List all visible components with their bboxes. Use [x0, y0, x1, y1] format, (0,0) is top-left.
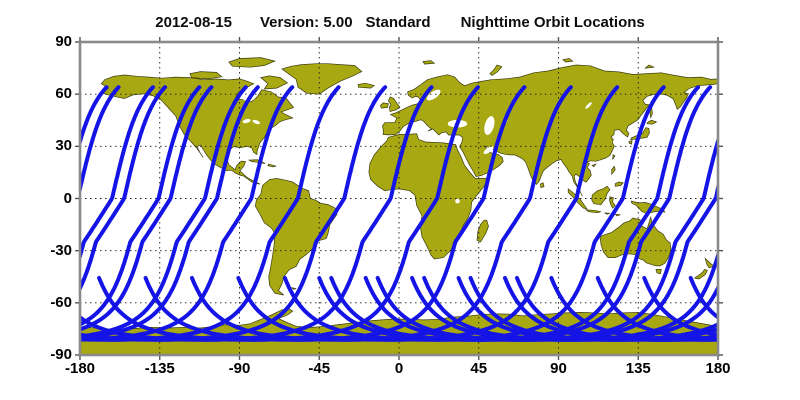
landmass	[611, 165, 616, 176]
landmass	[357, 82, 376, 89]
x-tick-label: -90	[228, 360, 251, 377]
landmass	[476, 219, 489, 243]
sea	[585, 102, 592, 109]
x-tick-label: 0	[394, 360, 404, 377]
orbit-track	[80, 85, 155, 263]
sea	[455, 198, 460, 204]
orbit-track	[80, 85, 214, 332]
orbit-track	[190, 85, 573, 342]
landmass	[693, 268, 708, 280]
title-date: 2012-08-15	[155, 14, 232, 31]
landmass	[388, 96, 401, 113]
x-tick-label: -180	[64, 360, 96, 377]
orbit-track	[282, 85, 666, 342]
landmass	[612, 154, 616, 160]
landmass	[704, 257, 715, 269]
orbit-track	[0, 87, 26, 340]
y-tick-label: 60	[55, 85, 72, 103]
tick-marks	[75, 37, 723, 360]
x-tick-label: -45	[308, 360, 331, 377]
landmass	[489, 64, 503, 76]
landmass	[655, 269, 662, 275]
landmass	[644, 64, 655, 69]
landmass	[290, 287, 297, 290]
orbit-track	[80, 85, 341, 342]
landmass	[260, 75, 289, 90]
landmass	[591, 163, 597, 168]
landmass	[562, 58, 574, 63]
x-tick-label: 135	[625, 360, 651, 377]
orbit-track	[236, 85, 620, 342]
landmass	[379, 102, 389, 109]
orbit-track	[80, 85, 121, 198]
title-mode: Standard	[365, 14, 431, 31]
landmass	[228, 57, 277, 68]
y-tick-label: -60	[50, 293, 72, 311]
plot-frame	[78, 40, 720, 357]
landmass	[628, 140, 633, 145]
orbit-track	[80, 85, 260, 340]
landmass	[584, 209, 602, 214]
orbit-track	[468, 276, 718, 342]
orbit-track	[80, 85, 202, 327]
landmass	[189, 71, 223, 80]
landmass	[609, 196, 616, 209]
x-tick-label: 180	[705, 360, 731, 377]
orbit-track	[515, 276, 718, 342]
orbit-track	[80, 85, 248, 339]
sea	[484, 116, 495, 135]
title-heading: Nighttime Orbit Locations	[460, 14, 645, 31]
landmass	[614, 213, 621, 217]
orbit-track	[737, 87, 800, 340]
landmass	[422, 60, 436, 65]
orbit-track	[422, 276, 718, 342]
x-tick-label: 45	[470, 360, 488, 377]
orbit-track	[784, 87, 800, 340]
plot-title: 2012-08-15 Version: 5.00 Standard Nightt…	[0, 14, 800, 31]
title-version: Version: 5.00	[259, 14, 353, 31]
orbit-track	[80, 85, 295, 342]
sea	[242, 118, 251, 124]
landmass	[382, 64, 718, 197]
y-tick-label: -90	[50, 346, 72, 363]
x-tick-label: -135	[144, 360, 175, 377]
landmass	[540, 182, 545, 188]
orbit-track	[642, 276, 718, 337]
orbit-track	[329, 85, 713, 342]
orbit-track	[375, 179, 718, 342]
orbit-track	[143, 85, 527, 342]
landmass	[267, 163, 277, 168]
sea	[252, 119, 261, 125]
orbit-track	[80, 85, 167, 293]
landmass	[591, 185, 611, 205]
y-tick-label: 30	[55, 137, 72, 155]
orbit-track	[80, 85, 388, 342]
sea	[426, 89, 441, 101]
y-tick-label: -30	[50, 241, 72, 259]
landmass	[614, 181, 624, 187]
landmass	[604, 212, 611, 215]
landmass	[255, 178, 338, 296]
y-tick-label: 0	[63, 189, 72, 207]
landmass	[646, 119, 658, 125]
landmass	[281, 63, 363, 95]
y-tick-label: 90	[55, 33, 72, 50]
landmass	[247, 159, 266, 164]
sea	[483, 146, 494, 155]
x-tick-label: 90	[550, 360, 567, 377]
orbit-track	[97, 85, 480, 342]
